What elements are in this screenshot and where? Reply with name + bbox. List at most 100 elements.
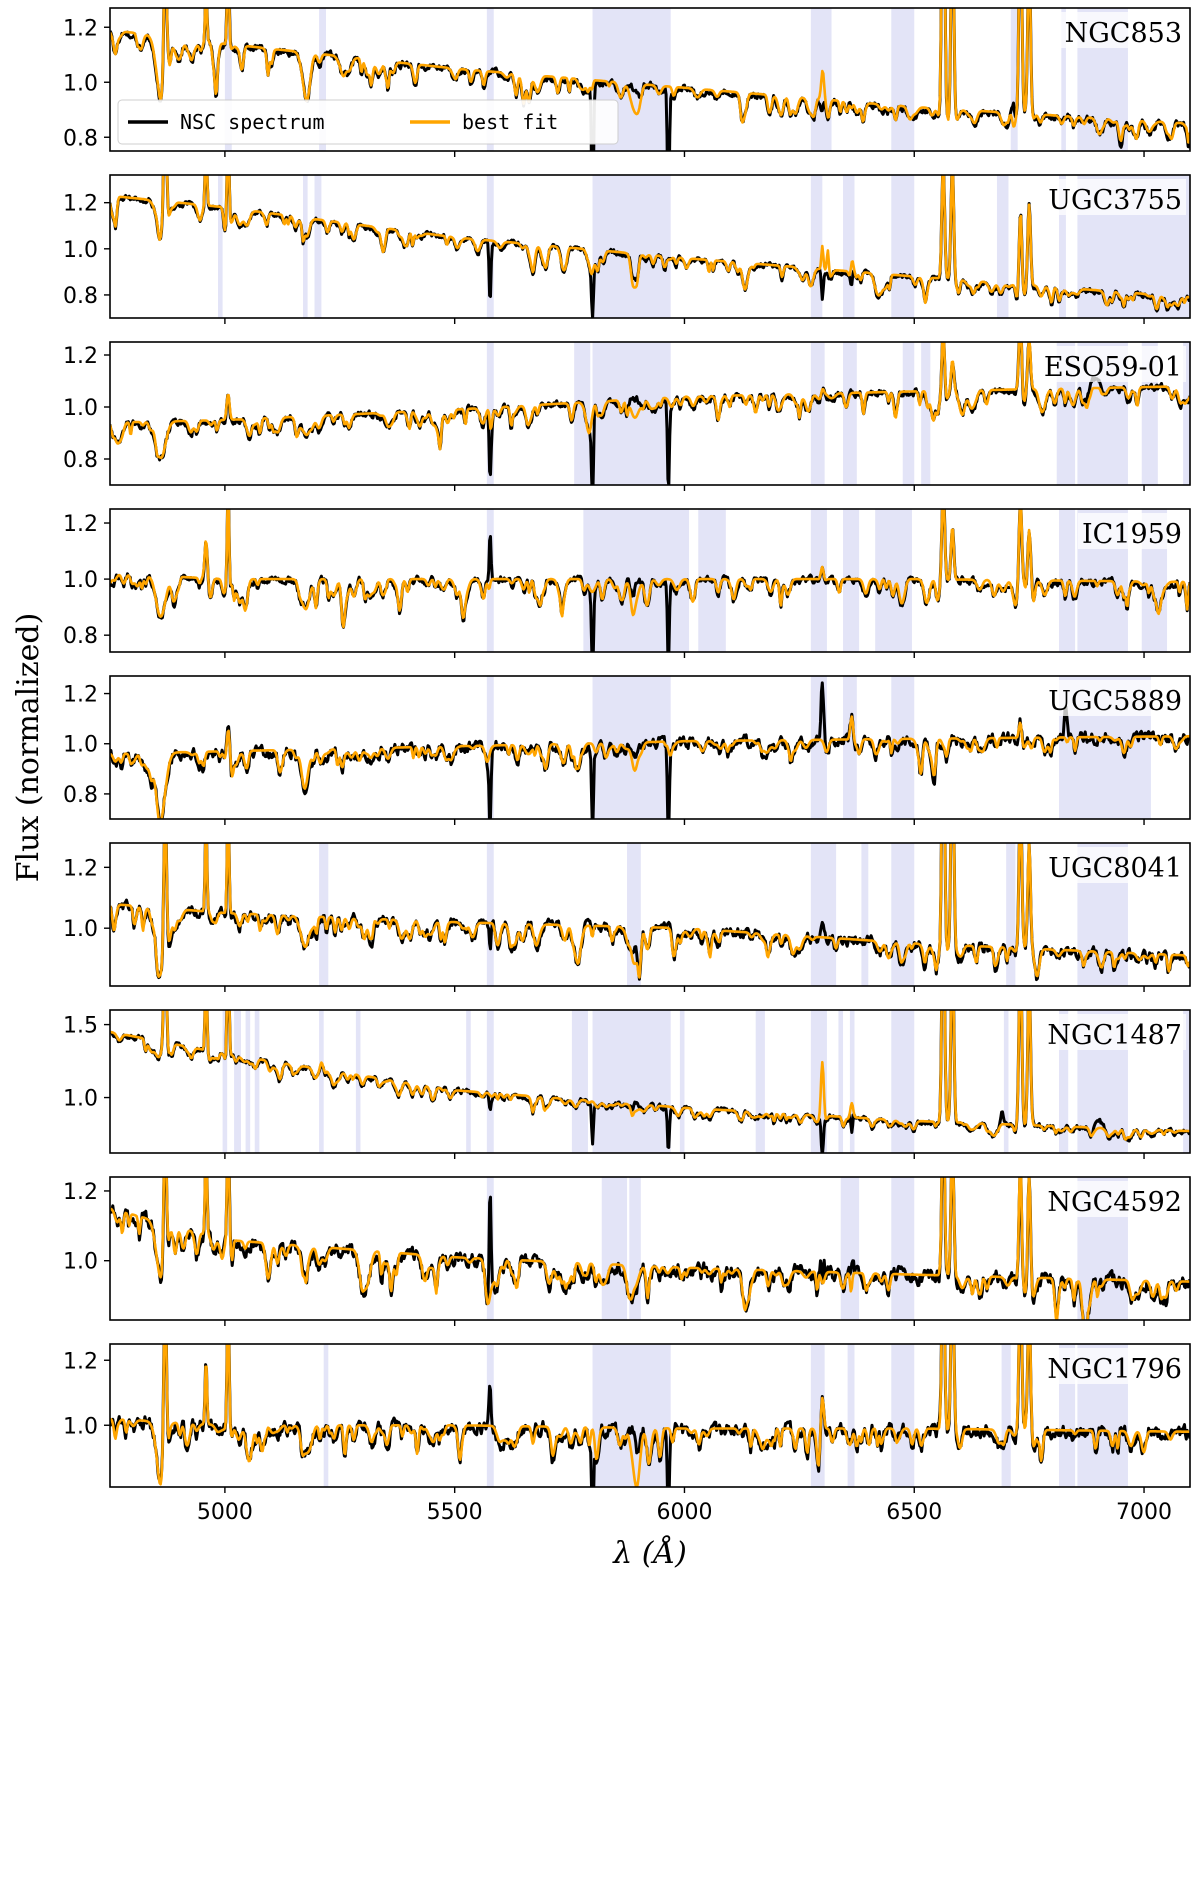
masked-region	[486, 175, 494, 318]
masked-region	[319, 1010, 324, 1153]
y-tick-label: 1.2	[63, 1349, 98, 1374]
x-tick-label: 6000	[656, 1500, 712, 1525]
masked-region	[810, 175, 823, 318]
masked-region	[486, 843, 494, 986]
panel-frame	[109, 1343, 1191, 1488]
masked-region	[891, 676, 915, 819]
panel-label-backdrop	[1043, 1181, 1186, 1217]
best-fit-line	[110, 843, 1190, 979]
masked-region	[1059, 509, 1076, 652]
panel-frame	[109, 1176, 1191, 1321]
masked-region	[254, 1010, 260, 1153]
panel-label-backdrop	[1044, 680, 1186, 716]
legend-label-best-fit: best fit	[462, 110, 558, 134]
panel-frame	[109, 174, 1191, 319]
masked-region	[902, 342, 915, 485]
panel-label: NGC4592	[1047, 1187, 1182, 1218]
best-fit-line	[110, 342, 1190, 460]
spectrum-panel: 0.8 1.0 1.2 IC1959	[63, 508, 1191, 658]
masked-region	[891, 8, 915, 151]
masked-region	[891, 175, 915, 318]
spectrum-panel: 1.0 1.5 NGC1487	[63, 1009, 1191, 1159]
masked-region	[319, 8, 326, 151]
masked-region	[861, 843, 869, 986]
best-fit-line	[110, 8, 1190, 144]
x-axis-title: λ (Å)	[612, 1535, 687, 1571]
y-tick-label: 1.0	[63, 71, 98, 96]
panel-label-backdrop	[1043, 1348, 1186, 1384]
x-tick-label: 5500	[427, 1500, 483, 1525]
y-tick-label: 0.8	[63, 448, 98, 473]
masked-region	[1059, 1010, 1069, 1153]
panel-label: IC1959	[1082, 519, 1182, 550]
masked-region	[1003, 1010, 1009, 1153]
y-tick-label: 1.2	[63, 512, 98, 537]
panel-frame	[109, 675, 1191, 820]
spectrum-panel: 0.8 1.0 1.2 ESO59-01	[63, 341, 1191, 491]
spectrum-panel: 1.0 1.2 NGC4592	[63, 1176, 1191, 1326]
masked-region	[224, 8, 232, 151]
masked-region	[486, 342, 494, 485]
masked-region	[303, 175, 308, 318]
masked-region	[1010, 8, 1018, 151]
masked-region	[592, 175, 671, 318]
masked-region	[1059, 175, 1066, 318]
legend: NSC spectrum best fit	[117, 99, 619, 145]
masked-region	[810, 843, 837, 986]
y-tick-label: 0.8	[63, 126, 98, 151]
masked-region	[921, 342, 931, 485]
panel-label-backdrop	[1060, 12, 1186, 48]
nsc-spectrum-line	[110, 681, 1190, 819]
masked-region	[629, 1177, 641, 1320]
panel-label: UGC5889	[1048, 686, 1182, 717]
masked-region	[755, 1010, 765, 1153]
masked-region	[222, 1010, 228, 1153]
masked-region	[1183, 1010, 1190, 1153]
panel-frame	[109, 842, 1191, 987]
panel-label: NGC1796	[1047, 1354, 1182, 1385]
masked-region	[355, 1010, 361, 1153]
x-tick-label: 7000	[1116, 1500, 1172, 1525]
panel-label: UGC3755	[1048, 185, 1182, 216]
legend-box	[117, 99, 619, 145]
masked-region	[1001, 1344, 1011, 1487]
y-tick-label: 1.2	[63, 192, 98, 217]
y-tick-label: 1.0	[63, 1250, 98, 1275]
spectrum-panel: 0.8 1.0 1.2 NGC853 NSC spectrum best fit	[63, 7, 1191, 157]
x-tick-label: 6500	[886, 1500, 942, 1525]
best-fit-line	[110, 715, 1190, 819]
masked-region	[1006, 843, 1016, 986]
masked-region	[840, 1177, 860, 1320]
y-tick-label: 0.8	[63, 284, 98, 309]
y-tick-label: 1.0	[63, 396, 98, 421]
masked-region	[314, 175, 322, 318]
y-tick-label: 1.2	[63, 856, 98, 881]
masked-region	[601, 1177, 628, 1320]
masked-region	[810, 342, 825, 485]
panel-label-backdrop	[1043, 1014, 1186, 1050]
best-fit-line	[110, 1010, 1190, 1141]
panel-frame	[109, 508, 1191, 653]
panel-label: ESO59-01	[1044, 352, 1182, 383]
masked-region	[847, 1344, 855, 1487]
y-tick-label: 1.5	[63, 1014, 98, 1039]
panel-label-backdrop	[1044, 847, 1186, 883]
y-tick-label: 1.0	[63, 568, 98, 593]
masked-region	[466, 1010, 471, 1153]
masked-region	[574, 342, 591, 485]
best-fit-line	[110, 1344, 1190, 1487]
y-tick-label: 0.8	[63, 624, 98, 649]
y-tick-label: 1.0	[63, 1414, 98, 1439]
masked-region	[234, 1010, 241, 1153]
masked-region	[592, 1010, 671, 1153]
panel-frame	[109, 341, 1191, 486]
masked-region	[891, 1010, 915, 1153]
y-tick-label: 1.0	[63, 733, 98, 758]
masked-region	[218, 175, 223, 318]
spectrum-panel: 1.0 1.2 UGC8041	[63, 842, 1191, 992]
best-fit-line	[110, 509, 1190, 629]
masked-region	[996, 175, 1009, 318]
y-tick-label: 1.2	[63, 344, 98, 369]
panel-frame	[109, 7, 1191, 152]
